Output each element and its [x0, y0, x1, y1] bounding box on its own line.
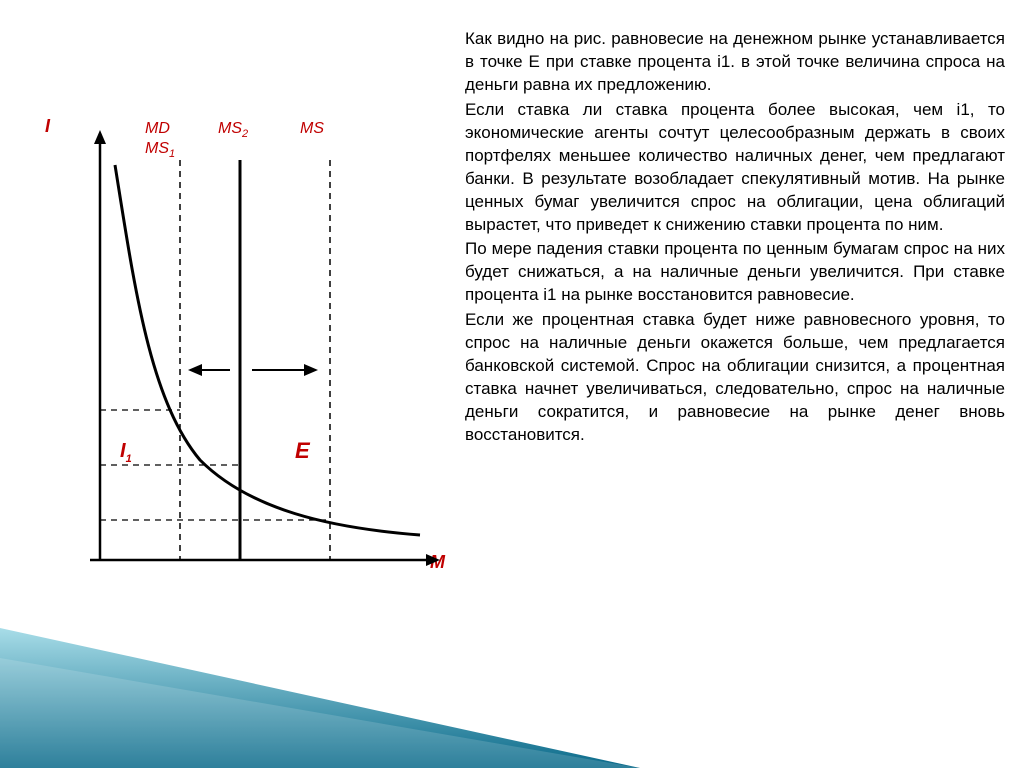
- arrow-left-head: [188, 364, 202, 376]
- decor-triangle: [0, 568, 1024, 768]
- arrow-right-head: [304, 364, 318, 376]
- paragraph-1: Как видно на рис. равновесие на денежном…: [465, 28, 1005, 97]
- y-axis-arrow: [94, 130, 106, 144]
- x-axis-arrow: [426, 554, 440, 566]
- curve-md: [115, 165, 420, 535]
- paragraph-2: Если ставка ли ставка процента более выс…: [465, 99, 1005, 237]
- explanatory-text: Как видно на рис. равновесие на денежном…: [465, 28, 1005, 449]
- paragraph-3: По мере падения ставки процента по ценны…: [465, 238, 1005, 307]
- money-market-chart: [30, 110, 450, 570]
- paragraph-4: Если же процентная ставка будет ниже рав…: [465, 309, 1005, 447]
